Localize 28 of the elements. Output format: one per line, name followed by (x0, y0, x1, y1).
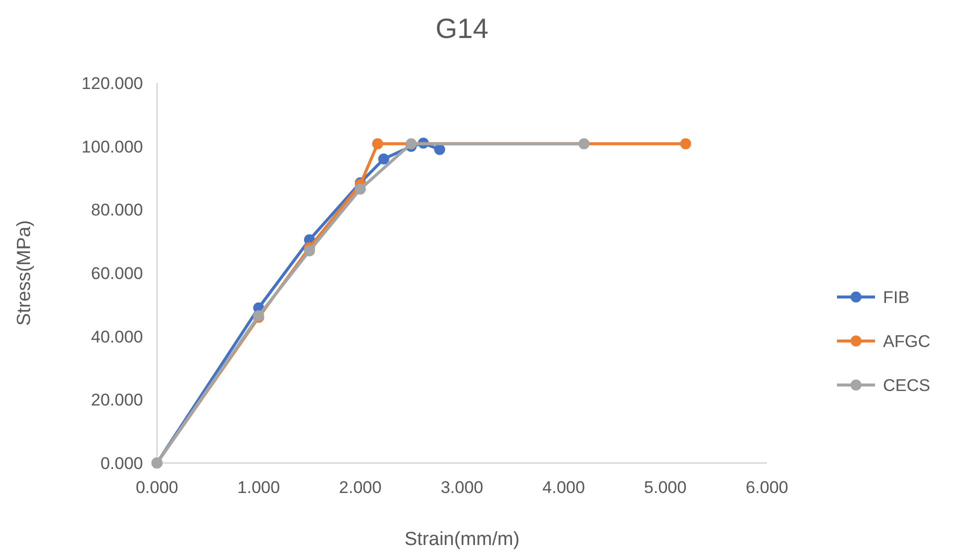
point (372, 138, 384, 150)
y-tick-label: 20.000 (91, 390, 143, 410)
y-tick-label: 60.000 (91, 264, 143, 283)
y-tick-label: 40.000 (91, 327, 143, 346)
y-tick-label: 120.000 (82, 74, 143, 93)
x-tick-label: 3.000 (440, 478, 484, 497)
x-tick-label: 5.000 (644, 478, 687, 497)
legend-label: FIB (883, 288, 910, 307)
x-tick-label: 2.000 (339, 478, 382, 497)
point (304, 245, 315, 256)
x-tick-label: 4.000 (542, 478, 585, 497)
y-tick-label: 100.000 (82, 137, 143, 156)
point (578, 138, 590, 150)
point (406, 138, 417, 150)
x-tick-label: 1.000 (237, 478, 280, 497)
point (434, 144, 446, 155)
y-tick-label: 80.000 (91, 200, 143, 220)
point (354, 184, 366, 195)
legend-label: AFGC (883, 332, 930, 351)
x-tick-label: 6.000 (746, 478, 788, 497)
x-axis-title: Strain(mm/m) (404, 529, 520, 550)
chart-title: G14 (436, 13, 488, 44)
y-tick-label: 0.000 (100, 454, 143, 473)
legend-label: CECS (883, 376, 930, 395)
point (680, 138, 692, 150)
x-tick-label: 0.000 (136, 478, 178, 497)
point (378, 154, 390, 164)
y-axis-title: Stress(MPa) (14, 220, 35, 326)
